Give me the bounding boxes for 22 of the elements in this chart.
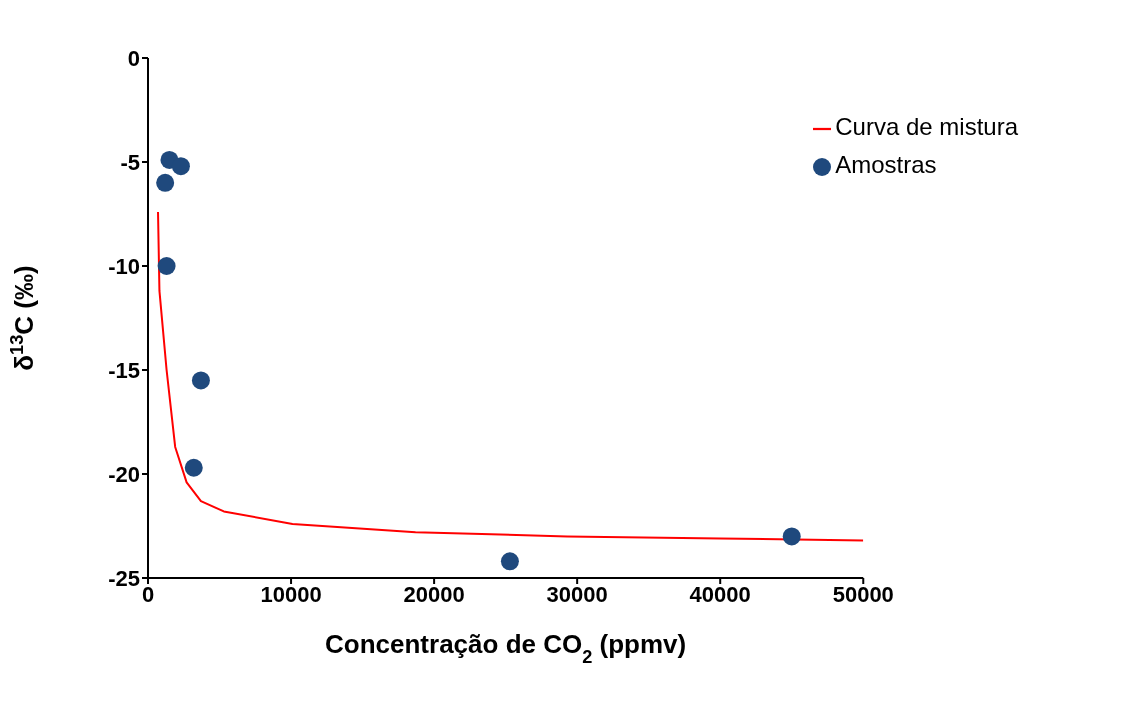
x-axis-title: Concentração de CO$_{2}$ (ppmv): [325, 629, 687, 667]
x-tick-label: 50000: [832, 581, 894, 607]
point: [500, 552, 519, 571]
y-tick-label: -15: [108, 357, 140, 383]
legend-label: Curva de mistura: [835, 113, 1018, 140]
y-tick-label: 0: [127, 45, 140, 71]
point: [782, 527, 801, 546]
x-tick-label: 10000: [260, 581, 322, 607]
x-tick-label: 20000: [403, 581, 465, 607]
point: [171, 157, 190, 176]
y-tick-label: -5: [120, 149, 140, 175]
y-tick-label: -10: [108, 253, 140, 279]
point: [184, 458, 203, 477]
point: [191, 371, 210, 390]
point: [157, 257, 176, 275]
x-tick-label: 30000: [546, 581, 608, 607]
line-series: [157, 210, 864, 542]
y-tick-label: -25: [108, 565, 140, 591]
y-tick-label: -20: [108, 461, 140, 487]
x-tick-label: 40000: [689, 581, 751, 607]
point: [156, 173, 175, 192]
legend-label: Amostras: [835, 151, 937, 178]
